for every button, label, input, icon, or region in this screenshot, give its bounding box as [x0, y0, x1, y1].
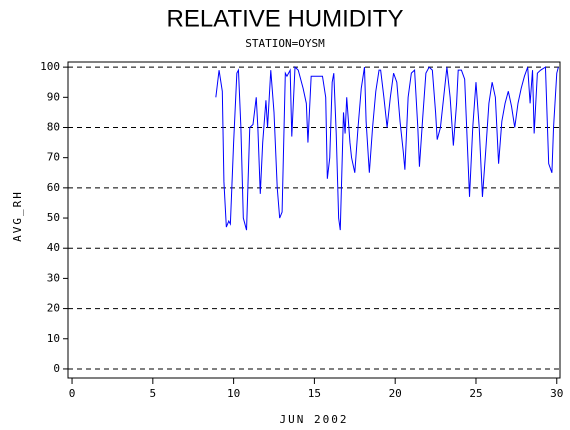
chart-subtitle: STATION=OYSM [245, 37, 325, 50]
x-tick-label: 30 [550, 387, 563, 400]
x-tick-label: 20 [389, 387, 402, 400]
y-tick-label: 70 [47, 151, 60, 164]
y-tick-label: 40 [47, 241, 60, 254]
chart-title: RELATIVE HUMIDITY [167, 5, 404, 32]
y-tick-label: 60 [47, 181, 60, 194]
y-tick-label: 30 [47, 271, 60, 284]
y-tick-label: 90 [47, 90, 60, 103]
y-tick-label: 20 [47, 302, 60, 315]
y-tick-label: 10 [47, 332, 60, 345]
x-tick-label: 25 [469, 387, 482, 400]
y-tick-label: 0 [53, 362, 60, 375]
y-tick-label: 100 [40, 60, 60, 73]
x-tick-label: 15 [308, 387, 321, 400]
x-tick-label: 5 [150, 387, 157, 400]
y-tick-label: 50 [47, 211, 60, 224]
x-tick-label: 0 [69, 387, 76, 400]
y-tick-label: 80 [47, 120, 60, 133]
y-axis-label: AVG_RH [11, 190, 24, 242]
x-tick-label: 10 [227, 387, 240, 400]
line-series [215, 66, 559, 231]
plot-frame [67, 61, 561, 379]
x-axis-label: JUN 2002 [280, 413, 349, 426]
